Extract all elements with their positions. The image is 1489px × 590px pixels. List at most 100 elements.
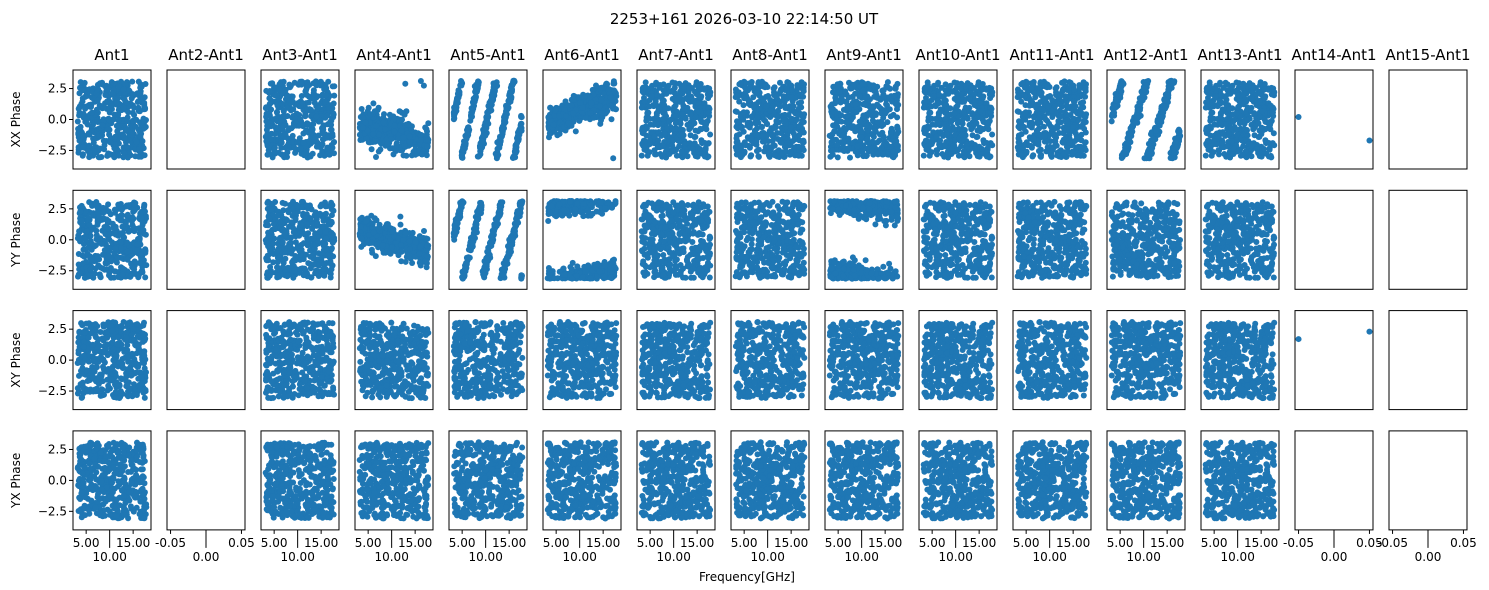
data-point	[303, 502, 309, 508]
data-point	[102, 247, 108, 253]
data-point	[102, 335, 108, 341]
data-point	[116, 118, 122, 124]
data-point	[380, 242, 386, 248]
data-point	[113, 373, 119, 379]
data-point	[358, 324, 364, 330]
data-point	[141, 492, 147, 498]
data-point	[112, 207, 118, 213]
data-point	[363, 320, 369, 326]
data-point	[424, 243, 430, 249]
data-point	[288, 346, 294, 352]
data-point	[277, 219, 283, 225]
data-point	[317, 152, 323, 158]
data-point	[291, 448, 297, 454]
data-point	[134, 139, 140, 145]
data-point	[357, 132, 363, 138]
data-point	[263, 88, 269, 94]
data-point	[108, 231, 114, 237]
data-point	[388, 388, 394, 394]
data-point	[107, 139, 113, 145]
data-point	[143, 232, 149, 238]
data-point	[328, 452, 334, 458]
data-point	[134, 247, 140, 253]
data-point	[384, 394, 390, 400]
data-point	[75, 119, 81, 125]
data-point	[267, 273, 273, 279]
data-point	[271, 146, 277, 152]
data-point	[407, 336, 413, 342]
data-point	[131, 337, 137, 343]
data-point	[82, 357, 88, 363]
data-point	[129, 264, 135, 270]
data-point	[331, 101, 337, 107]
data-point	[143, 501, 149, 507]
data-point	[418, 346, 424, 352]
data-point	[137, 260, 143, 266]
data-point	[308, 215, 314, 221]
data-point	[331, 476, 337, 482]
data-point	[135, 364, 141, 370]
data-point	[297, 381, 303, 387]
data-point	[102, 224, 108, 230]
data-point	[101, 105, 107, 111]
y-tick-label: −2.5	[38, 504, 67, 518]
data-point	[119, 362, 125, 368]
data-point	[364, 338, 370, 344]
data-point	[77, 237, 83, 243]
data-point	[115, 334, 121, 340]
data-point	[304, 236, 310, 242]
data-point	[121, 480, 127, 486]
data-point	[277, 505, 283, 511]
data-point	[82, 275, 88, 281]
data-point	[124, 127, 130, 133]
data-point	[320, 515, 326, 521]
data-point	[121, 136, 127, 142]
data-point	[277, 389, 283, 395]
data-point	[392, 384, 398, 390]
data-point	[425, 120, 431, 126]
data-point	[330, 240, 336, 246]
data-point	[104, 217, 110, 223]
subplot-panel	[261, 70, 339, 169]
data-point	[85, 215, 91, 221]
data-point	[267, 120, 273, 126]
data-point	[391, 129, 397, 135]
data-point	[376, 149, 382, 155]
data-point	[85, 245, 91, 251]
data-point	[291, 145, 297, 151]
data-point	[414, 350, 420, 356]
data-point	[305, 260, 311, 266]
data-point	[265, 222, 271, 228]
data-point	[142, 125, 148, 131]
data-point	[397, 214, 403, 220]
data-point	[417, 260, 423, 266]
data-point	[270, 241, 276, 247]
data-point	[406, 389, 412, 395]
data-point	[131, 509, 137, 515]
data-point	[79, 203, 85, 209]
data-point	[329, 266, 335, 272]
data-point	[324, 356, 330, 362]
data-point	[92, 333, 98, 339]
data-point	[94, 232, 100, 238]
data-point	[140, 331, 146, 337]
data-point	[419, 152, 425, 158]
data-point	[419, 339, 425, 345]
data-point	[323, 236, 329, 242]
data-point	[424, 351, 430, 357]
data-point	[121, 475, 127, 481]
subplot-panel: -0.050.000.05	[155, 431, 255, 564]
data-point	[131, 225, 137, 231]
data-point	[417, 244, 423, 250]
data-point	[264, 257, 270, 263]
data-point	[81, 339, 87, 345]
column-title: Ant3-Ant1	[262, 46, 337, 64]
data-point	[115, 342, 121, 348]
data-point	[314, 475, 320, 481]
data-point	[279, 101, 285, 107]
subplot-panel	[355, 190, 433, 289]
data-point	[105, 383, 111, 389]
